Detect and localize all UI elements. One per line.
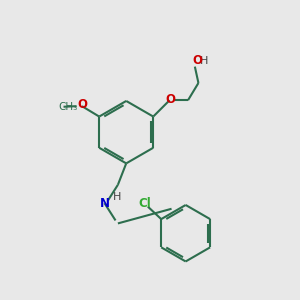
Text: H: H	[200, 56, 208, 66]
Text: CH₃: CH₃	[59, 102, 78, 112]
Text: H: H	[113, 192, 121, 202]
Text: O: O	[193, 54, 203, 67]
Text: O: O	[165, 93, 175, 106]
Text: Cl: Cl	[138, 197, 151, 210]
Text: N: N	[100, 197, 110, 210]
Text: O: O	[78, 98, 88, 111]
